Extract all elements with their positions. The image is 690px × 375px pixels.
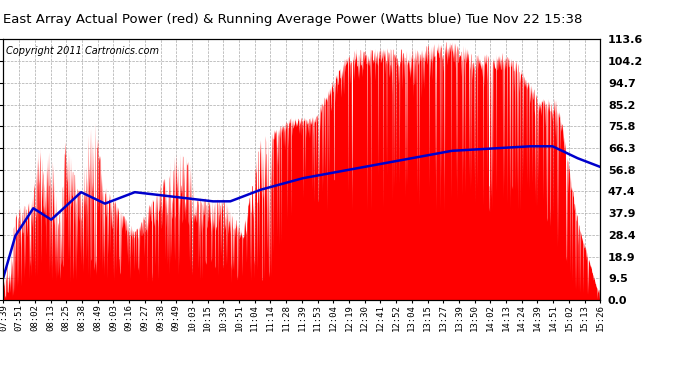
Text: East Array Actual Power (red) & Running Average Power (Watts blue) Tue Nov 22 15: East Array Actual Power (red) & Running … (3, 13, 583, 26)
Text: Copyright 2011 Cartronics.com: Copyright 2011 Cartronics.com (6, 46, 159, 56)
